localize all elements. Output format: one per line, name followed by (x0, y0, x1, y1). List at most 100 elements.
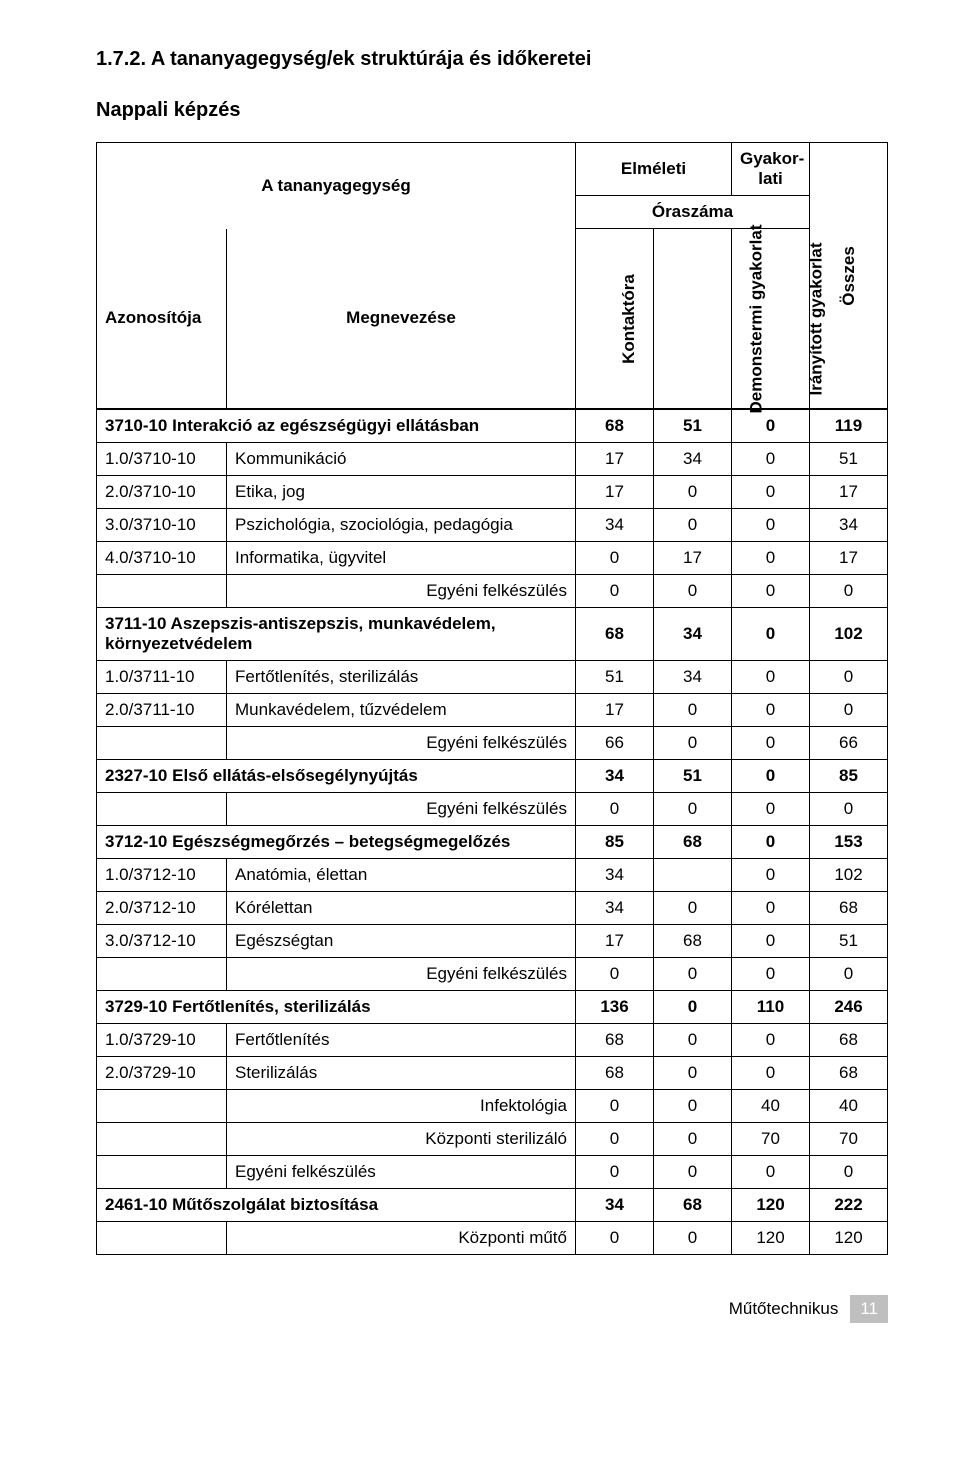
row-value: 17 (654, 542, 732, 575)
row-id (97, 793, 227, 826)
row-id (97, 1090, 227, 1123)
row-value: 0 (576, 1156, 654, 1189)
table-row: Egyéni felkészülés0000 (97, 793, 888, 826)
table-row: 2461-10 Műtőszolgálat biztosítása3468120… (97, 1189, 888, 1222)
row-value: 0 (654, 1123, 732, 1156)
row-value: 0 (732, 892, 810, 925)
row-value: 0 (654, 1057, 732, 1090)
row-value: 51 (810, 925, 888, 958)
row-value: 0 (732, 793, 810, 826)
row-value: 0 (654, 1024, 732, 1057)
row-id (97, 958, 227, 991)
row-value: 0 (732, 509, 810, 542)
row-value (654, 859, 732, 892)
row-name: Infektológia (227, 1090, 576, 1123)
row-value: 66 (810, 727, 888, 760)
row-id: 1.0/3710-10 (97, 443, 227, 476)
row-value: 0 (732, 575, 810, 608)
header-demonstermi-label: Demonstermi gyakorlat (746, 224, 766, 413)
row-value: 0 (732, 410, 810, 443)
row-value: 0 (732, 661, 810, 694)
row-name: Egészségtan (227, 925, 576, 958)
table-row: Egyéni felkészülés0000 (97, 958, 888, 991)
header-iranyitott-label: Irányított gyakorlat (807, 242, 827, 395)
row-name: Kommunikáció (227, 443, 576, 476)
row-value: 34 (654, 608, 732, 661)
row-id: 4.0/3710-10 (97, 542, 227, 575)
table-row: 3712-10 Egészségmegőrzés – betegségmegel… (97, 826, 888, 859)
row-value: 0 (732, 1024, 810, 1057)
row-value: 0 (732, 760, 810, 793)
row-id (97, 1123, 227, 1156)
curriculum-table-body: 3710-10 Interakció az egészségügyi ellát… (96, 409, 888, 1255)
row-value: 0 (654, 1090, 732, 1123)
row-value: 68 (654, 1189, 732, 1222)
row-value: 66 (576, 727, 654, 760)
row-value: 0 (732, 859, 810, 892)
row-value: 0 (732, 694, 810, 727)
row-value: 0 (654, 476, 732, 509)
row-value: 17 (810, 542, 888, 575)
table-row: 2.0/3711-10Munkavédelem, tűzvédelem17000 (97, 694, 888, 727)
row-value: 70 (810, 1123, 888, 1156)
row-value: 0 (654, 575, 732, 608)
row-value: 0 (732, 476, 810, 509)
row-value: 0 (732, 1057, 810, 1090)
header-elmeleti: Elméleti (575, 143, 731, 196)
table-row: Infektológia004040 (97, 1090, 888, 1123)
row-value: 68 (654, 826, 732, 859)
row-name: Etika, jog (227, 476, 576, 509)
row-value: 34 (576, 859, 654, 892)
row-id: 3.0/3710-10 (97, 509, 227, 542)
table-row: Központi műtő00120120 (97, 1222, 888, 1255)
row-value: 0 (576, 958, 654, 991)
row-value: 222 (810, 1189, 888, 1222)
row-name: Központi sterilizáló (227, 1123, 576, 1156)
row-value: 68 (576, 1057, 654, 1090)
row-value: 120 (810, 1222, 888, 1255)
row-value: 120 (732, 1189, 810, 1222)
row-value: 34 (576, 1189, 654, 1222)
table-row: 1.0/3710-10Kommunikáció1734051 (97, 443, 888, 476)
header-oraszama: Óraszáma (575, 196, 809, 229)
row-value: 40 (732, 1090, 810, 1123)
header-azonositoja: Azonosítója (97, 229, 227, 409)
header-kontaktora: Kontaktóra (575, 229, 653, 409)
table-row: 3711-10 Aszepszis-antiszepszis, munkavéd… (97, 608, 888, 661)
row-value: 0 (810, 958, 888, 991)
row-id-name: 3729-10 Fertőtlenítés, sterilizálás (97, 991, 576, 1024)
row-value: 102 (810, 859, 888, 892)
row-value: 0 (576, 1123, 654, 1156)
table-row: 1.0/3711-10Fertőtlenítés, sterilizálás51… (97, 661, 888, 694)
row-value: 0 (576, 542, 654, 575)
row-value: 17 (576, 925, 654, 958)
row-value: 0 (732, 608, 810, 661)
table-row: Központi sterilizáló007070 (97, 1123, 888, 1156)
row-value: 0 (732, 542, 810, 575)
row-name: Központi műtő (227, 1222, 576, 1255)
table-row: 3710-10 Interakció az egészségügyi ellát… (97, 410, 888, 443)
row-value: 17 (576, 476, 654, 509)
section-number: 1.7.2. (96, 48, 146, 70)
page-footer: Műtőtechnikus 11 (96, 1295, 888, 1323)
header-iranyitott: Irányított gyakorlat (732, 229, 810, 409)
table-row: 2327-10 Első ellátás-elsősegélynyújtás34… (97, 760, 888, 793)
table-row: 3729-10 Fertőtlenítés, sterilizálás13601… (97, 991, 888, 1024)
row-name: Egyéni felkészülés (227, 727, 576, 760)
row-value: 68 (810, 1057, 888, 1090)
row-name: Pszichológia, szociológia, pedagógia (227, 509, 576, 542)
row-value: 51 (810, 443, 888, 476)
row-id: 3.0/3712-10 (97, 925, 227, 958)
row-value: 110 (732, 991, 810, 1024)
row-value: 68 (576, 608, 654, 661)
footer-page-number: 11 (850, 1295, 888, 1323)
row-value: 0 (732, 727, 810, 760)
row-value: 0 (810, 793, 888, 826)
row-id-name: 2461-10 Műtőszolgálat biztosítása (97, 1189, 576, 1222)
row-value: 34 (576, 892, 654, 925)
row-value: 68 (810, 1024, 888, 1057)
table-row: 2.0/3710-10Etika, jog170017 (97, 476, 888, 509)
section-title: 1.7.2. A tananyagegység/ek struktúrája é… (96, 48, 888, 71)
row-id: 2.0/3710-10 (97, 476, 227, 509)
row-value: 0 (654, 1156, 732, 1189)
